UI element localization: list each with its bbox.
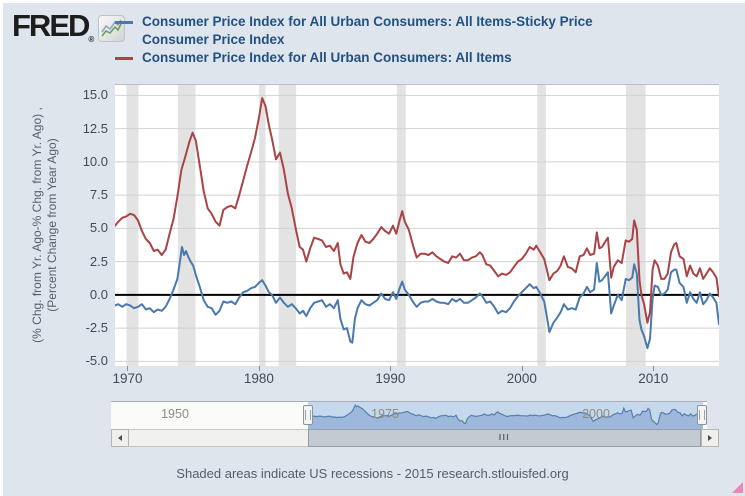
x-axis: 1970 1980 1990 2000 2010 [112,366,719,390]
recession-band [258,84,266,366]
fred-chart-icon [98,15,125,42]
scroll-right-button[interactable] [701,429,719,447]
legend-item-sticky-row1[interactable]: Consumer Price Index for All Urban Consu… [115,13,730,31]
y-axis-title-line2: (Percent Change from Year Ago) [45,138,59,312]
y-tick-label: 15.0 [82,87,108,103]
y-tick-label: 7.5 [89,187,108,203]
plot-svg [114,84,720,366]
y-axis: 15.0 12.5 10.0 7.5 5.0 2.5 0.0 -2.5 -5.0 [64,84,110,369]
legend-item-all-items[interactable]: Consumer Price Index for All Urban Consu… [115,49,730,67]
slider-year-label: 1975 [371,407,399,421]
footer-note: Shaded areas indicate US recessions - 20… [176,466,569,481]
blue-series-dash-icon [115,21,133,24]
recession-band [278,84,297,366]
x-tick [127,366,129,371]
x-tick [521,366,523,371]
sticky-price-diff-line [114,246,720,350]
scroll-left-button[interactable] [111,429,129,447]
x-tick [390,366,392,371]
recession-band [177,84,196,366]
legend-item-sticky-row2[interactable]: Consumer Price Index [115,31,730,49]
cpi-all-items-line [114,97,720,324]
y-tick-label: 5.0 [89,220,108,236]
mini-area-fill [308,405,703,429]
legend: Consumer Price Index for All Urban Consu… [115,13,730,67]
time-scrollbar: III [111,429,719,447]
recession-band [396,84,406,366]
y-axis-title-line1: (% Chg. from Yr. Ago-% Chg. from Yr. Ago… [30,107,44,343]
arrow-right-icon [708,435,712,441]
x-tick-label: 1980 [243,371,274,386]
mini-chart-svg [111,401,707,429]
y-tick-label: 0.0 [89,286,108,302]
fred-logo[interactable]: FRED® [12,8,95,55]
x-tick [653,366,655,371]
x-tick-label: 2000 [506,371,537,386]
plot-area[interactable] [114,84,720,366]
handle-grip-icon [305,410,311,420]
mini-area-line [307,403,704,426]
y-tick-label: 12.5 [82,120,108,136]
y-tick-label: 10.0 [82,153,108,169]
date-range-slider[interactable]: 1950 1975 2000 [111,401,707,429]
slider-year-label: 2000 [582,407,610,421]
recession-band [537,84,546,366]
scrollbar-thumb[interactable]: III [308,429,701,447]
y-axis-title: (% Chg. from Yr. Ago-% Chg. from Yr. Ago… [30,107,60,343]
y-tick-label: 2.5 [89,253,108,269]
legend-label-sticky-line2: Consumer Price Index [142,32,285,47]
x-tick-label: 1990 [375,371,406,386]
handle-grip-icon [699,410,705,420]
range-handle-left[interactable] [303,405,313,425]
arrow-left-icon [118,435,122,441]
left-edge [0,0,3,496]
fred-logo-text: FRED [12,8,90,43]
y-tick-label: -2.5 [85,320,108,336]
legend-label-all-items: Consumer Price Index for All Urban Consu… [142,50,512,65]
legend-label-sticky-line1: Consumer Price Index for All Urban Consu… [142,14,593,29]
x-tick-label: 2010 [638,371,669,386]
top-edge [0,0,745,3]
x-tick [258,366,260,371]
recession-band [126,84,139,366]
registered-mark: ® [88,35,95,44]
slider-year-label: 1950 [161,407,189,421]
x-tick-label: 1970 [112,371,143,386]
y-tick-label: -5.0 [85,353,108,369]
resize-handle-icon[interactable] [732,482,743,493]
range-handle-right[interactable] [697,405,707,425]
red-series-dash-icon [115,57,133,60]
